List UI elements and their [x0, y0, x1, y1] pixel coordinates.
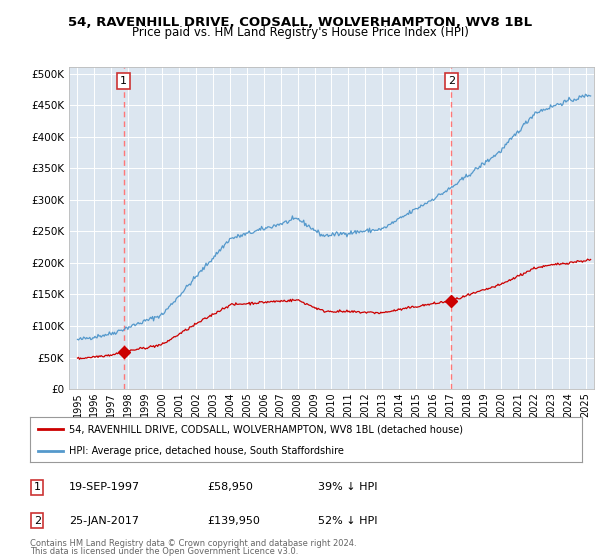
Text: 54, RAVENHILL DRIVE, CODSALL, WOLVERHAMPTON, WV8 1BL: 54, RAVENHILL DRIVE, CODSALL, WOLVERHAMP…	[68, 16, 532, 29]
Text: Contains HM Land Registry data © Crown copyright and database right 2024.: Contains HM Land Registry data © Crown c…	[30, 539, 356, 548]
Text: Price paid vs. HM Land Registry's House Price Index (HPI): Price paid vs. HM Land Registry's House …	[131, 26, 469, 39]
Text: 19-SEP-1997: 19-SEP-1997	[69, 482, 140, 492]
Text: HPI: Average price, detached house, South Staffordshire: HPI: Average price, detached house, Sout…	[68, 446, 344, 456]
Text: £139,950: £139,950	[207, 516, 260, 526]
Text: £58,950: £58,950	[207, 482, 253, 492]
Text: 1: 1	[120, 76, 127, 86]
Text: This data is licensed under the Open Government Licence v3.0.: This data is licensed under the Open Gov…	[30, 547, 298, 556]
Text: 52% ↓ HPI: 52% ↓ HPI	[318, 516, 377, 526]
Text: 2: 2	[34, 516, 41, 526]
Text: 39% ↓ HPI: 39% ↓ HPI	[318, 482, 377, 492]
Text: 25-JAN-2017: 25-JAN-2017	[69, 516, 139, 526]
Text: 54, RAVENHILL DRIVE, CODSALL, WOLVERHAMPTON, WV8 1BL (detached house): 54, RAVENHILL DRIVE, CODSALL, WOLVERHAMP…	[68, 424, 463, 435]
Text: 1: 1	[34, 482, 41, 492]
Text: 2: 2	[448, 76, 455, 86]
